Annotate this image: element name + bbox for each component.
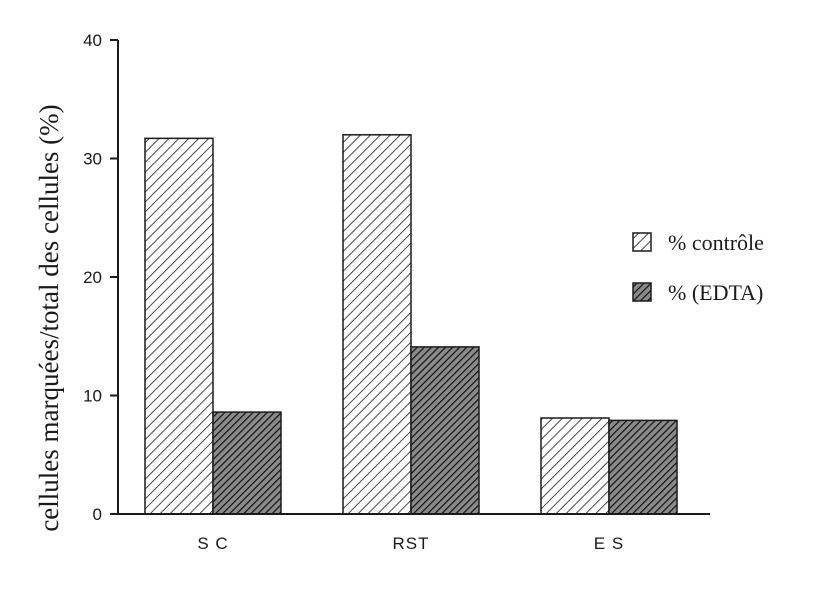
bar-control-2	[540, 417, 610, 515]
legend-item-edta: % (EDTA)	[632, 280, 763, 305]
y-tick-label: 40	[83, 31, 102, 50]
legend-swatch-edta	[632, 282, 652, 302]
bars	[144, 134, 678, 515]
bar-control-0	[144, 137, 214, 515]
y-axis-label: cellules marquées/total des cellules (%)	[34, 104, 64, 531]
y-tick-label: 20	[83, 268, 102, 287]
legend-item-control: % contrôle	[632, 230, 764, 255]
x-category-label: RST	[393, 534, 430, 553]
bar-edta-1	[410, 346, 480, 515]
y-tick-label: 0	[93, 505, 102, 524]
y-tick-label: 10	[83, 387, 102, 406]
legend: % contrôle % (EDTA)	[632, 230, 764, 305]
x-axis-categories: S C RST E S	[197, 534, 624, 553]
x-category-label: E S	[594, 534, 624, 553]
bar-edta-2	[608, 419, 678, 515]
bar-control-1	[342, 134, 412, 515]
legend-label-edta: % (EDTA)	[668, 280, 763, 305]
legend-label-control: % contrôle	[668, 230, 764, 255]
y-axis-ticks: 0 10 20 30 40	[83, 31, 118, 524]
y-tick-label: 30	[83, 150, 102, 169]
bar-edta-0	[212, 411, 282, 515]
x-category-label: S C	[197, 534, 228, 553]
legend-swatch-control	[632, 232, 652, 252]
